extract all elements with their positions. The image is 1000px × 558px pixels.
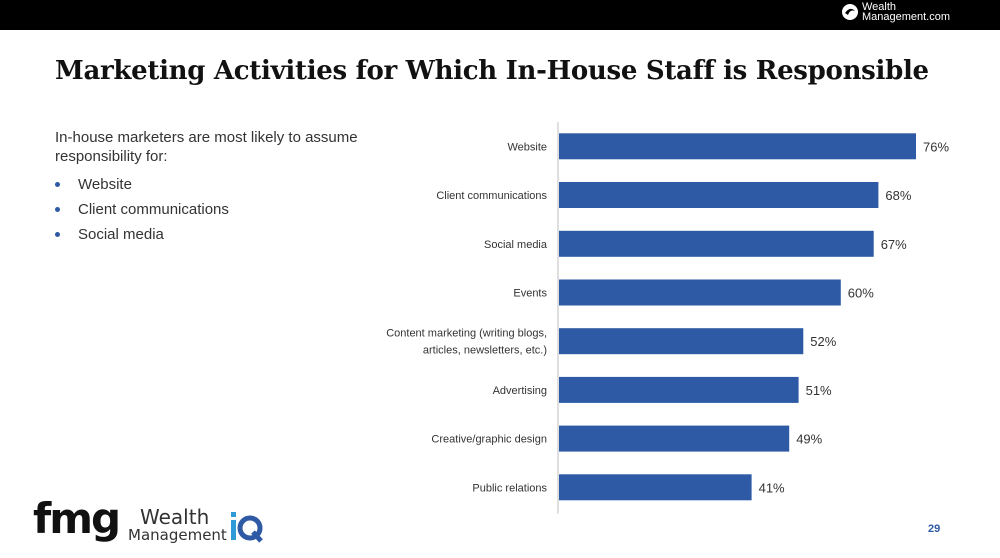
category-label: Advertising	[493, 385, 547, 397]
page-number: 29	[928, 523, 941, 535]
bullet-dot-icon	[55, 182, 60, 187]
bar-value-label: 49%	[796, 432, 822, 447]
bar-7	[559, 474, 752, 501]
bar-value-label: 41%	[759, 480, 785, 495]
bar-4	[559, 328, 804, 355]
bar-5	[559, 376, 799, 403]
bar-value-label: 67%	[881, 237, 907, 252]
iq-logo-icon	[230, 512, 263, 543]
bullet-item: Website	[55, 172, 229, 197]
bar-value-label: 52%	[810, 334, 836, 349]
brand-line-1: Wealth	[861, 1, 896, 13]
bar-0	[559, 133, 916, 160]
bar-2	[559, 230, 874, 257]
bullet-text: Social media	[78, 226, 164, 243]
category-label: Client communications	[436, 190, 547, 202]
wealth-management-iq-logo: Wealth Management	[128, 505, 263, 544]
top-bar: Wealth Management.com	[0, 0, 1000, 30]
category-label: Content marketing (writing blogs, article…	[386, 328, 547, 357]
wealthmanagement-brand[interactable]: Wealth Management.com	[841, 1, 950, 23]
swirl-logo-icon	[841, 4, 858, 20]
bullet-text: Website	[78, 176, 132, 193]
category-label: Creative/graphic design	[431, 434, 547, 446]
bar-3	[559, 279, 841, 306]
bar-value-label: 60%	[848, 286, 874, 301]
wm-logo-line-1: Wealth	[140, 505, 210, 529]
fmg-logo: fmg	[33, 494, 121, 543]
category-label: Social media	[484, 239, 548, 251]
bar-value-label: 76%	[923, 139, 949, 154]
brand-line-2: Management.com	[861, 11, 950, 23]
bullet-item: Client communications	[55, 197, 229, 222]
bar-6	[559, 425, 790, 452]
bullet-item: Social media	[55, 222, 229, 247]
bullet-dot-icon	[55, 207, 60, 212]
slide-title: Marketing Activities for Which In-House …	[55, 56, 929, 86]
bullet-dot-icon	[55, 232, 60, 237]
bullet-list: Website Client communications Social med…	[55, 172, 229, 247]
wm-logo-line-2: Management	[128, 526, 227, 544]
bar-value-label: 68%	[885, 188, 911, 203]
brand-text: Wealth Management.com	[861, 1, 950, 23]
category-label: Public relations	[472, 482, 547, 494]
category-label: Website	[507, 141, 547, 153]
category-label: Events	[513, 288, 547, 300]
bar-1	[559, 182, 879, 208]
bar-value-label: 51%	[806, 383, 832, 398]
intro-text: In-house marketers are most likely to as…	[55, 129, 358, 165]
bullet-text: Client communications	[78, 201, 229, 218]
